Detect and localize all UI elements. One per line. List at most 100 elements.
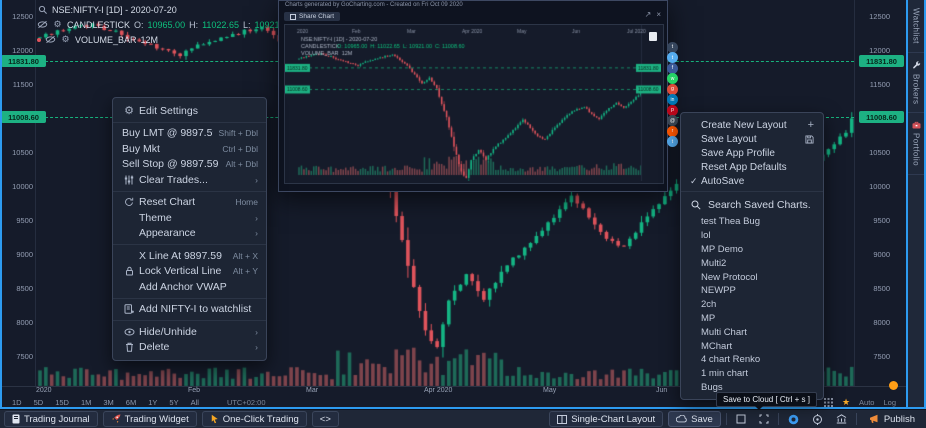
menu-item-clear-trades[interactable]: Clear Trades... › xyxy=(113,172,266,188)
study-name: CANDLESTICK xyxy=(67,19,131,30)
left-price-axis[interactable]: 12500 12000 11500 10500 10000 9500 9000 8500 800… xyxy=(0,0,36,373)
share-googleplus-icon[interactable]: g xyxy=(667,83,678,95)
timeframe-button[interactable]: 5Y xyxy=(169,397,179,407)
price-tick: 9500 xyxy=(16,215,33,225)
menu-divider xyxy=(113,190,266,192)
search-icon[interactable] xyxy=(37,5,48,15)
menu-item-save-layout[interactable]: Save Layout xyxy=(681,132,823,146)
menu-label: X Line At 9897.59 xyxy=(139,249,222,262)
menu-item-buy-lmt[interactable]: Buy LMT @ 9897.59 Shift + Dbl xyxy=(113,126,266,142)
saved-chart-item[interactable]: 4 chart Renko xyxy=(701,354,761,366)
close-icon[interactable]: × xyxy=(656,10,661,19)
menu-label: Add Anchor VWAP xyxy=(139,280,227,293)
menu-item-hide-unhide[interactable]: Hide/Unhide › xyxy=(113,324,266,340)
share-tumblr-icon[interactable]: t xyxy=(667,41,678,53)
tab-portfolio[interactable]: Portfolio xyxy=(908,113,924,176)
right-axis-line xyxy=(854,0,855,386)
auto-scale-toggle[interactable]: Auto xyxy=(859,397,875,407)
saved-chart-item[interactable]: MP xyxy=(701,312,716,324)
trading-journal-button[interactable]: Trading Journal xyxy=(4,411,98,427)
price-tick: 9000 xyxy=(16,249,33,259)
saved-chart-item[interactable]: test Thea Bug xyxy=(701,216,760,228)
snapshot-header: Charts generated by GoCharting.com - Cre… xyxy=(285,2,463,8)
log-scale-toggle[interactable]: Log xyxy=(883,397,896,407)
menu-item-x-line[interactable]: X Line At 9897.59 Alt + X xyxy=(113,248,266,264)
one-click-trading-button[interactable]: One-Click Trading xyxy=(201,411,307,427)
saved-chart-item[interactable]: Multi2 xyxy=(701,257,727,269)
saved-chart-item[interactable]: Bugs xyxy=(701,381,723,393)
menu-item-delete[interactable]: Delete › xyxy=(113,340,266,356)
menu-item-appearance[interactable]: Appearance › xyxy=(113,226,266,242)
saved-chart-item[interactable]: 2ch xyxy=(701,299,717,311)
publish-button[interactable]: Publish xyxy=(862,412,922,426)
target-icon[interactable] xyxy=(808,412,827,426)
menu-item-autosave[interactable]: ✓ AutoSave xyxy=(681,174,823,188)
share-twitter-icon[interactable]: t xyxy=(667,52,678,63)
menu-item-lock-vertical-line[interactable]: Lock Vertical Line Alt + Y xyxy=(113,264,266,280)
share-chart-tab-label: Share Chart xyxy=(299,13,335,20)
saved-chart-item[interactable]: 1 min chart xyxy=(701,368,748,380)
low-label: L: xyxy=(242,19,251,30)
study-name: VOLUME_BAR xyxy=(75,34,137,45)
menu-item-add-anchor-vwap[interactable]: Add Anchor VWAP xyxy=(113,279,266,295)
timeframe-button[interactable]: 5D xyxy=(33,397,44,407)
share-linkedin-icon[interactable]: in xyxy=(667,94,678,105)
share-telegram-icon[interactable]: t xyxy=(667,136,678,147)
saved-chart-item[interactable]: Multi Chart xyxy=(701,326,747,338)
timezone-label[interactable]: UTC+02:00 xyxy=(226,397,266,407)
gear-icon[interactable]: ⚙ xyxy=(53,19,62,29)
gear-icon[interactable]: ⚙ xyxy=(61,34,70,44)
bank-icon[interactable] xyxy=(832,412,851,426)
share-whatsapp-icon[interactable]: w xyxy=(667,73,678,84)
timeframe-button[interactable]: All xyxy=(190,397,199,407)
saved-chart-item[interactable]: NEWPP xyxy=(701,285,736,297)
trading-widget-button[interactable]: Trading Widget xyxy=(102,411,197,427)
share-email-icon[interactable]: @ xyxy=(667,115,678,126)
copy-image-icon[interactable] xyxy=(649,32,657,41)
price-tick: 12000 xyxy=(869,45,890,55)
timeframe-button[interactable]: 6M xyxy=(125,397,137,407)
menu-label: Delete xyxy=(139,341,170,354)
snapshot-frame-icon[interactable] xyxy=(732,412,750,426)
menu-item-theme[interactable]: Theme › xyxy=(113,210,266,226)
tab-brokers[interactable]: Brokers xyxy=(908,53,924,114)
timeframe-button[interactable]: 1M xyxy=(80,397,92,407)
share-reddit-icon[interactable]: r xyxy=(667,125,678,137)
menu-item-add-to-watchlist[interactable]: Add NIFTY-I to watchlist xyxy=(113,302,266,318)
fullscreen-icon[interactable] xyxy=(755,412,773,426)
button-label: Save xyxy=(691,413,713,425)
alert-dot xyxy=(37,37,41,42)
menu-item-edit-settings[interactable]: ⚙ Edit Settings xyxy=(113,103,266,119)
menu-item-create-new-layout[interactable]: Create New Layout + xyxy=(681,118,823,132)
timeframe-button[interactable]: 1Y xyxy=(148,397,158,407)
grid-settings-icon[interactable] xyxy=(823,395,833,409)
single-chart-layout-button[interactable]: Single-Chart Layout xyxy=(549,411,664,427)
share-facebook-icon[interactable]: f xyxy=(667,62,678,74)
favorite-star-icon[interactable]: ★ xyxy=(841,396,851,407)
saved-chart-item[interactable]: MP Demo xyxy=(701,243,744,255)
tab-watchlist[interactable]: Watchlist xyxy=(908,0,924,53)
timeframe-button[interactable]: 1D xyxy=(12,397,22,407)
timeframe-button[interactable]: 15D xyxy=(55,397,69,407)
menu-item-sell-stop[interactable]: Sell Stop @ 9897.59 Alt + Dbl xyxy=(113,157,266,173)
saved-chart-item[interactable]: New Protocol xyxy=(701,271,758,283)
camera-icon[interactable] xyxy=(784,412,803,426)
menu-item-reset-chart[interactable]: Reset Chart Home xyxy=(113,195,266,211)
menu-item-reset-app-defaults[interactable]: Reset App Defaults xyxy=(681,160,823,174)
menu-item-buy-mkt[interactable]: Buy Mkt Ctrl + Dbl xyxy=(113,141,266,157)
right-price-axis[interactable]: 12500 12000 11500 10500 10000 9500 9000 8500 800… xyxy=(856,0,898,373)
share-chart-tab[interactable]: Share Chart xyxy=(284,12,341,21)
share-pinterest-icon[interactable]: p xyxy=(667,104,678,116)
save-button[interactable]: Save xyxy=(668,411,721,427)
saved-charts-search[interactable]: Search Saved Charts. xyxy=(681,195,823,215)
code-button[interactable]: <> xyxy=(311,411,339,427)
active-panel-border xyxy=(906,0,908,408)
saved-chart-item[interactable]: lol xyxy=(701,230,711,242)
timeframe-button[interactable]: 3M xyxy=(103,397,114,407)
open-in-new-icon[interactable]: ↗ xyxy=(644,10,652,19)
notification-dot[interactable] xyxy=(889,381,898,390)
menu-item-save-app-profile[interactable]: Save App Profile xyxy=(681,146,823,160)
eye-off-icon[interactable] xyxy=(45,35,56,44)
eye-off-icon[interactable] xyxy=(37,20,48,29)
saved-chart-item[interactable]: MChart xyxy=(701,340,733,352)
